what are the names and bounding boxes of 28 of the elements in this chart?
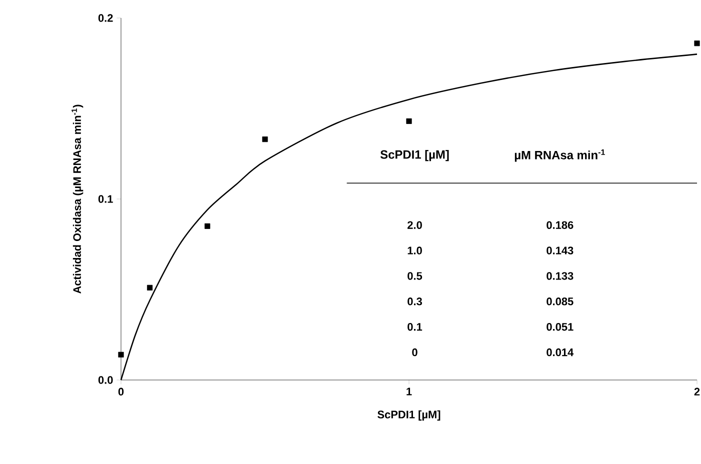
y-axis-title: Actividad Oxidasa (µM RNAsa min$^{-1}$)	[72, 104, 84, 294]
x-tick-label: 2	[694, 388, 700, 396]
annotation: 0.186	[546, 221, 574, 229]
annotation: 0.3	[408, 298, 422, 306]
annotation: 0.143	[546, 246, 574, 254]
annotation: ScPDI1 [µM]	[380, 150, 449, 162]
annotation: 0.085	[546, 298, 574, 306]
annotation: 0.051	[546, 322, 574, 331]
point	[118, 352, 124, 358]
y-tick-label: 0.0	[98, 376, 113, 384]
x-tick-label: 0	[118, 388, 124, 396]
annotation: 1.0	[408, 246, 422, 254]
annotation: µM RNAsa min$^{-1}$	[514, 149, 605, 162]
annotation: 2.0	[408, 221, 422, 229]
x-tick-label: 1	[406, 388, 412, 396]
point	[147, 284, 153, 290]
annotation: 0.5	[408, 272, 422, 280]
point	[204, 223, 210, 229]
point	[406, 118, 412, 124]
point	[694, 40, 700, 46]
annotation: 0.014	[546, 348, 574, 356]
annotation: 0	[412, 348, 418, 356]
x-axis-title: ScPDI1 [µM]	[378, 410, 440, 421]
annotation: 0.1	[408, 322, 422, 331]
y-tick-label: 0.2	[98, 14, 113, 22]
point	[262, 136, 268, 142]
y-tick-label: 0.1	[98, 195, 113, 203]
annotation: 0.133	[546, 272, 574, 280]
